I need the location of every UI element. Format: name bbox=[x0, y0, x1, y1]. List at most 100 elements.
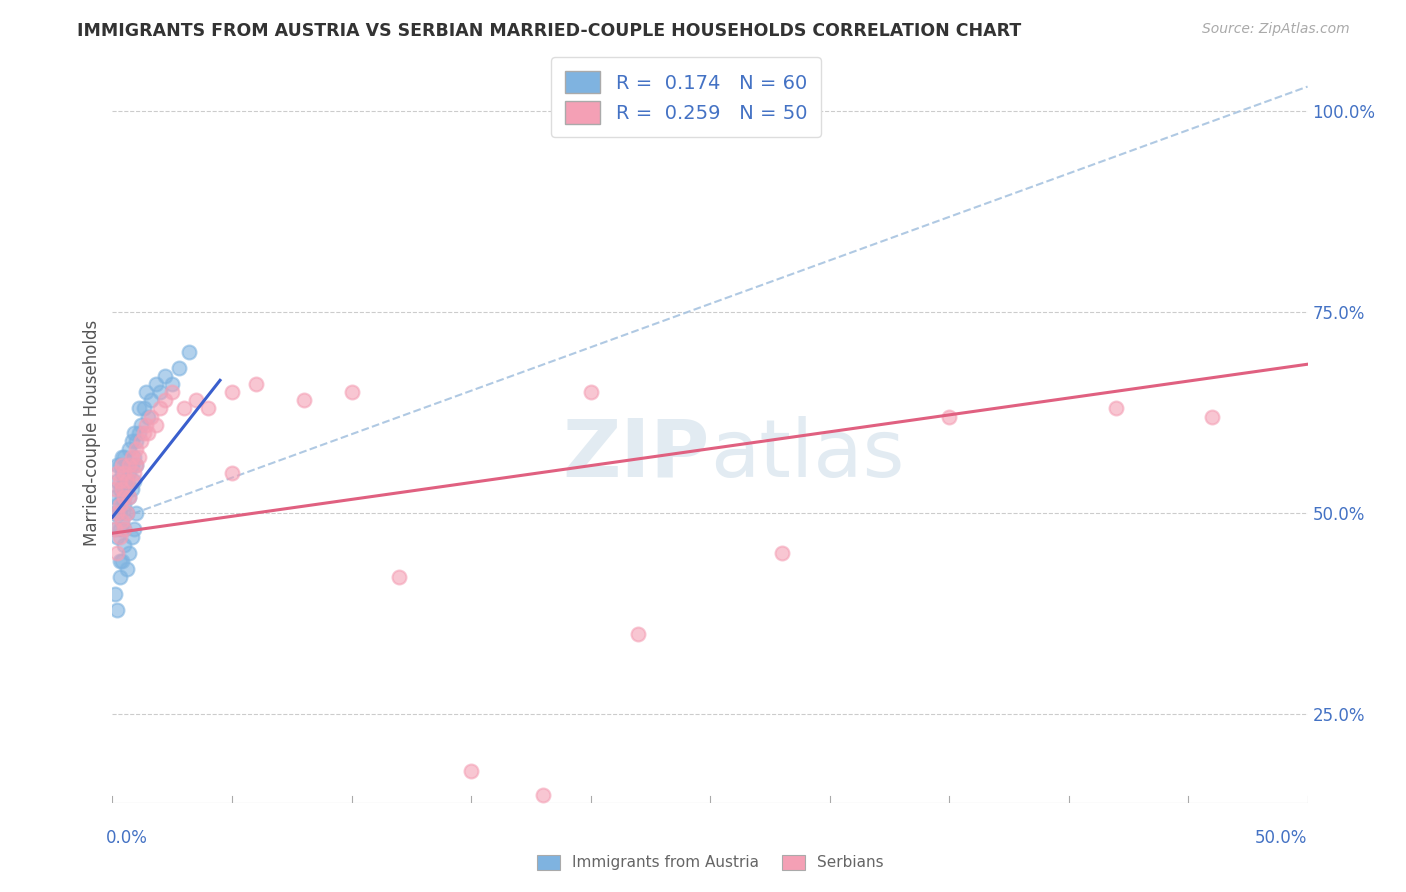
Point bbox=[104, 506, 127, 520]
Point bbox=[122, 466, 145, 480]
Point bbox=[105, 474, 128, 488]
Point bbox=[129, 417, 152, 432]
Point bbox=[105, 506, 128, 520]
Point bbox=[108, 482, 131, 496]
Point bbox=[125, 506, 148, 520]
Point bbox=[153, 369, 176, 384]
Point bbox=[115, 506, 138, 520]
Point bbox=[197, 401, 219, 416]
Point bbox=[111, 514, 134, 528]
Point bbox=[128, 425, 150, 440]
Point bbox=[118, 490, 141, 504]
Point bbox=[121, 474, 143, 488]
Point bbox=[340, 385, 363, 400]
Point bbox=[111, 450, 134, 464]
Y-axis label: Married-couple Households: Married-couple Households bbox=[83, 319, 101, 546]
Point bbox=[169, 361, 191, 376]
Point bbox=[122, 425, 145, 440]
Point bbox=[114, 490, 135, 504]
Point bbox=[132, 401, 155, 416]
Point bbox=[115, 506, 138, 520]
Point bbox=[125, 442, 148, 456]
Point bbox=[139, 393, 162, 408]
Point bbox=[105, 602, 128, 616]
Point bbox=[149, 401, 172, 416]
Point bbox=[145, 417, 167, 432]
Text: atlas: atlas bbox=[710, 416, 904, 494]
Point bbox=[118, 442, 141, 456]
Point bbox=[111, 458, 134, 472]
Point bbox=[129, 434, 152, 448]
Point bbox=[125, 434, 148, 448]
Point bbox=[105, 498, 128, 512]
Point bbox=[108, 506, 131, 520]
Point bbox=[104, 522, 127, 536]
Point bbox=[105, 458, 128, 472]
Point bbox=[111, 482, 134, 496]
Point bbox=[108, 498, 131, 512]
Point bbox=[108, 554, 131, 568]
Point bbox=[292, 393, 315, 408]
Point bbox=[121, 450, 143, 464]
Point bbox=[135, 385, 157, 400]
Point bbox=[118, 458, 141, 472]
Point bbox=[531, 788, 554, 802]
Point bbox=[132, 425, 155, 440]
Point bbox=[138, 425, 160, 440]
Point bbox=[122, 450, 145, 464]
Point bbox=[221, 385, 243, 400]
Point bbox=[128, 401, 150, 416]
Point bbox=[121, 482, 143, 496]
Point bbox=[111, 482, 134, 496]
Point bbox=[108, 474, 131, 488]
Point bbox=[186, 393, 208, 408]
Point bbox=[139, 409, 162, 424]
Point bbox=[122, 474, 145, 488]
Point bbox=[111, 490, 134, 504]
Point bbox=[388, 570, 411, 584]
Point bbox=[135, 417, 157, 432]
Point bbox=[121, 458, 143, 472]
Point bbox=[128, 450, 150, 464]
Point bbox=[1105, 401, 1128, 416]
Point bbox=[111, 466, 134, 480]
Point bbox=[221, 466, 243, 480]
Point bbox=[111, 554, 134, 568]
Point bbox=[105, 466, 128, 480]
Point bbox=[108, 570, 131, 584]
Legend: Immigrants from Austria, Serbians: Immigrants from Austria, Serbians bbox=[530, 848, 890, 877]
Point bbox=[114, 474, 135, 488]
Point bbox=[104, 522, 127, 536]
Point bbox=[115, 562, 138, 576]
Point bbox=[104, 586, 127, 600]
Text: 50.0%: 50.0% bbox=[1256, 829, 1308, 847]
Point bbox=[114, 522, 135, 536]
Point bbox=[108, 530, 131, 544]
Point bbox=[162, 377, 183, 392]
Point bbox=[460, 764, 482, 778]
Point bbox=[153, 393, 176, 408]
Point bbox=[114, 538, 135, 552]
Point bbox=[118, 546, 141, 560]
Point bbox=[149, 385, 172, 400]
Point bbox=[122, 522, 145, 536]
Text: 0.0%: 0.0% bbox=[105, 829, 148, 847]
Point bbox=[177, 345, 200, 359]
Point bbox=[125, 458, 148, 472]
Point bbox=[115, 458, 138, 472]
Point bbox=[245, 377, 267, 392]
Point bbox=[770, 546, 793, 560]
Point bbox=[627, 627, 650, 641]
Point bbox=[104, 482, 127, 496]
Point bbox=[138, 409, 160, 424]
Point bbox=[115, 474, 138, 488]
Text: ZIP: ZIP bbox=[562, 416, 710, 494]
Point bbox=[1201, 409, 1223, 424]
Point bbox=[938, 409, 960, 424]
Point bbox=[115, 482, 138, 496]
Point bbox=[111, 514, 134, 528]
Point bbox=[108, 458, 131, 472]
Point bbox=[162, 385, 183, 400]
Point bbox=[121, 530, 143, 544]
Point bbox=[145, 377, 167, 392]
